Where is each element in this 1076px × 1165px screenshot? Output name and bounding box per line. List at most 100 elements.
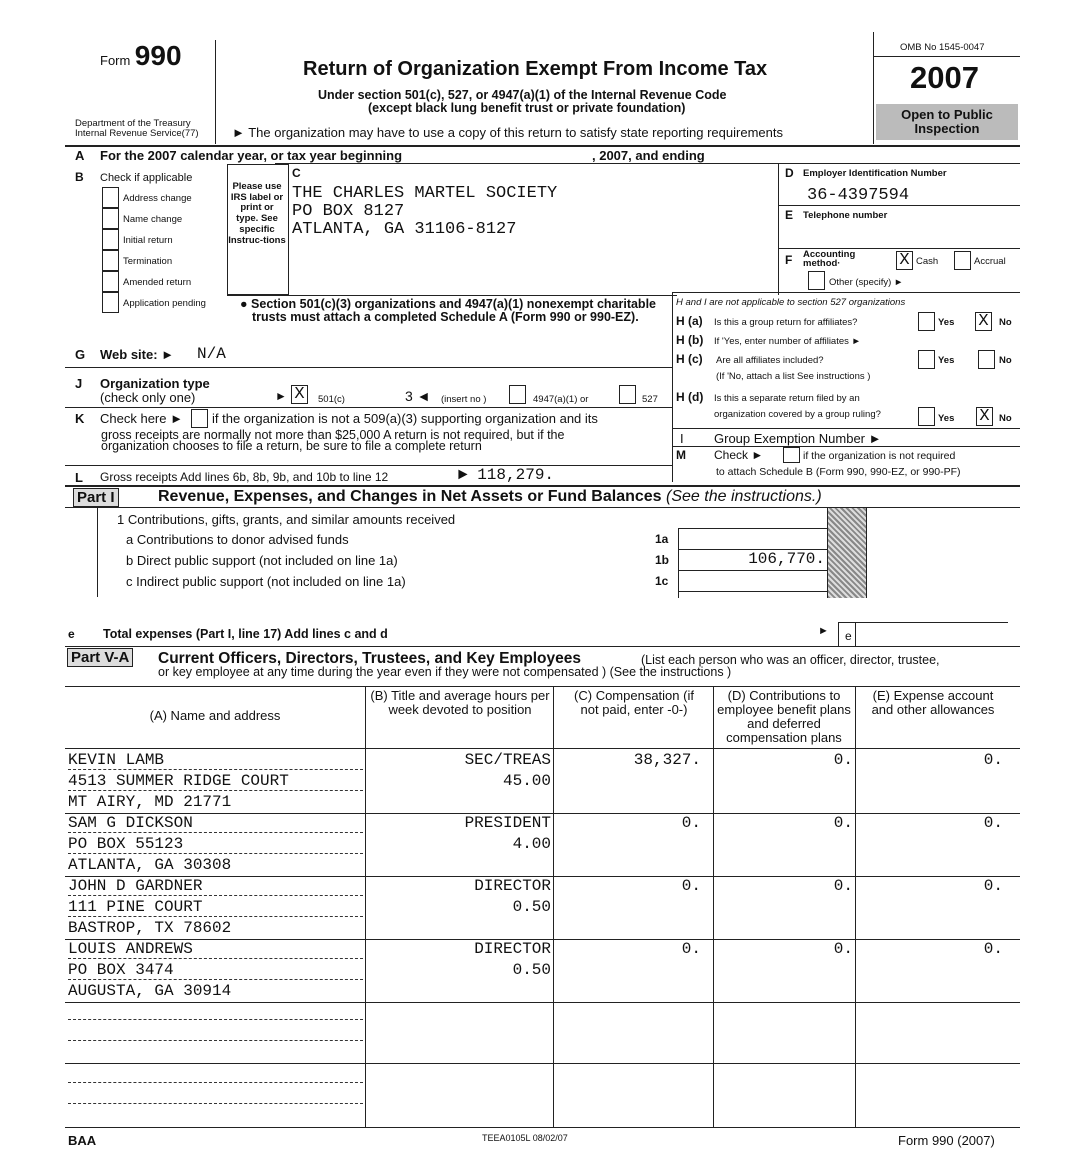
k-text-more: gross receipts are normally not more tha…	[101, 428, 565, 453]
tax-year: 2007	[910, 60, 979, 95]
accounting-method-label: Accounting method·	[803, 249, 856, 269]
group-exemption-label: Group Exemption Number ►	[714, 431, 882, 446]
officer-addr2: BASTROP, TX 78602	[68, 919, 232, 937]
label-note-box	[227, 164, 288, 295]
officer-name: JOHN D GARDNER	[68, 877, 203, 895]
line-e-ref: e	[845, 629, 852, 643]
section-f-letter: F	[785, 253, 793, 267]
officer-title: SEC/TREAS	[464, 751, 551, 769]
col-expense: (E) Expense account and other allowances	[871, 688, 995, 717]
org-address-2: ATLANTA, GA 31106-8127	[292, 220, 517, 239]
form-word: Form	[100, 53, 131, 68]
gross-receipts-value: ► 118,279.	[458, 466, 555, 484]
checkbox-address-change[interactable]	[102, 187, 119, 208]
hc-no-checkbox[interactable]	[978, 350, 995, 369]
officer-title: DIRECTOR	[474, 877, 551, 895]
line-e-arrow: ►	[818, 625, 829, 637]
k-text-2: gross receipts are normally not more tha…	[101, 428, 565, 442]
check-label: Amended return	[123, 277, 192, 288]
checkbox-termination[interactable]	[102, 250, 119, 271]
omb-number: OMB No 1545-0047	[900, 42, 985, 53]
officer-addr1: PO BOX 55123	[68, 835, 184, 853]
hc-yes-label: Yes	[938, 355, 955, 366]
hd-yes-checkbox[interactable]	[918, 407, 935, 426]
ha-no-checkbox[interactable]: X	[975, 312, 992, 331]
ha-label: H (a)	[676, 314, 703, 328]
other-checkbox[interactable]	[808, 271, 825, 290]
checkbox-application-pending[interactable]	[102, 292, 119, 313]
hd-text-2: organization covered by a group ruling?	[714, 409, 881, 420]
officer-hours: 0.50	[512, 961, 551, 979]
irs-line: Internal Revenue Service(77)	[75, 128, 199, 139]
schedule-a-note-text: Section 501(c)(3) organizations and 4947…	[251, 297, 656, 324]
501c-checkbox[interactable]: X	[291, 385, 308, 404]
ha-yes-label: Yes	[938, 317, 955, 328]
501c-number: 3 ◄	[405, 388, 431, 404]
line-1b-value: 106,770.	[748, 550, 825, 568]
check-label: Address change	[123, 193, 192, 204]
hc-note: (If 'No, attach a list See instructions …	[716, 371, 871, 382]
website-value: N/A	[197, 345, 226, 363]
j-arrow: ►	[275, 389, 287, 403]
officer-hours: 45.00	[502, 772, 551, 790]
subtitle-2: (except black lung benefit trust or priv…	[368, 101, 686, 115]
form-number-value: 990	[134, 40, 182, 71]
officer-contributions: 0.	[833, 940, 853, 958]
dept-line: Department of the Treasury	[75, 118, 191, 129]
hb-label: H (b)	[676, 333, 704, 347]
ein-value: 36-4397594	[807, 186, 910, 205]
hc-label: H (c)	[676, 352, 703, 366]
part-1-label: Part I	[73, 488, 119, 507]
form-footer: Form 990 (2007)	[898, 1133, 995, 1148]
ha-yes-checkbox[interactable]	[918, 312, 935, 331]
subtitle-1: Under section 501(c), 527, or 4947(a)(1)…	[318, 88, 727, 102]
509a3-checkbox[interactable]	[191, 409, 208, 428]
officer-expense: 0.	[983, 814, 1003, 832]
officer-addr1: 111 PINE COURT	[68, 898, 203, 916]
check-label: Initial return	[123, 235, 173, 246]
h-intro: H and I are not applicable to section 52…	[676, 297, 906, 308]
ha-text: Is this a group return for affiliates?	[714, 317, 858, 328]
section-l-letter: L	[75, 470, 83, 485]
officer-name: SAM G DICKSON	[68, 814, 193, 832]
checkbox-name-change[interactable]	[102, 208, 119, 229]
ha-no-label: No	[999, 317, 1012, 328]
501c-label: 501(c)	[318, 394, 345, 405]
officer-contributions: 0.	[833, 877, 853, 895]
schedule-b-checkbox[interactable]	[783, 447, 800, 463]
m-check-label: Check ►	[714, 448, 764, 462]
line-1b-text: b Direct public support (not included on…	[126, 553, 398, 568]
cash-label: Cash	[916, 256, 939, 267]
line-ref: 1a	[655, 532, 669, 546]
part-1-title: Revenue, Expenses, and Changes in Net As…	[158, 488, 822, 506]
4947-label: 4947(a)(1) or	[533, 394, 589, 405]
section-c-letter: C	[292, 166, 301, 180]
line-e-text-value: Total expenses (Part I, line 17) Add lin…	[103, 627, 388, 641]
officer-addr2: ATLANTA, GA 30308	[68, 856, 232, 874]
k-check-label: Check here ►	[100, 411, 183, 426]
cash-checkbox[interactable]: X	[896, 251, 913, 270]
k-text-3: organization chooses to file a return, b…	[101, 439, 482, 453]
other-label: Other (specify) ►	[829, 277, 904, 288]
officer-expense: 0.	[983, 877, 1003, 895]
checkbox-amended-return[interactable]	[102, 271, 119, 292]
accrual-checkbox[interactable]	[954, 251, 971, 270]
hd-label: H (d)	[676, 390, 704, 404]
officer-hours: 4.00	[512, 835, 551, 853]
hd-no-checkbox[interactable]: X	[976, 407, 993, 426]
check-label: Name change	[123, 214, 183, 225]
checkbox-initial-return[interactable]	[102, 229, 119, 250]
4947-checkbox[interactable]	[509, 385, 526, 404]
527-label: 527	[642, 394, 658, 405]
baa: BAA	[68, 1133, 97, 1148]
section-k-letter: K	[75, 411, 85, 426]
section-e-letter: E	[785, 208, 794, 222]
officer-addr2: AUGUSTA, GA 30914	[68, 982, 232, 1000]
schedule-a-note: ● Section 501(c)(3) organizations and 49…	[240, 297, 656, 324]
section-g-letter: G	[75, 347, 86, 362]
org-name-address: THE CHARLES MARTEL SOCIETY PO BOX 8127 ATL…	[292, 185, 557, 239]
officer-contributions: 0.	[833, 751, 853, 769]
hc-yes-checkbox[interactable]	[918, 350, 935, 369]
dept: Department of the Treasury Internal Reven…	[75, 119, 199, 139]
527-checkbox[interactable]	[619, 385, 636, 404]
